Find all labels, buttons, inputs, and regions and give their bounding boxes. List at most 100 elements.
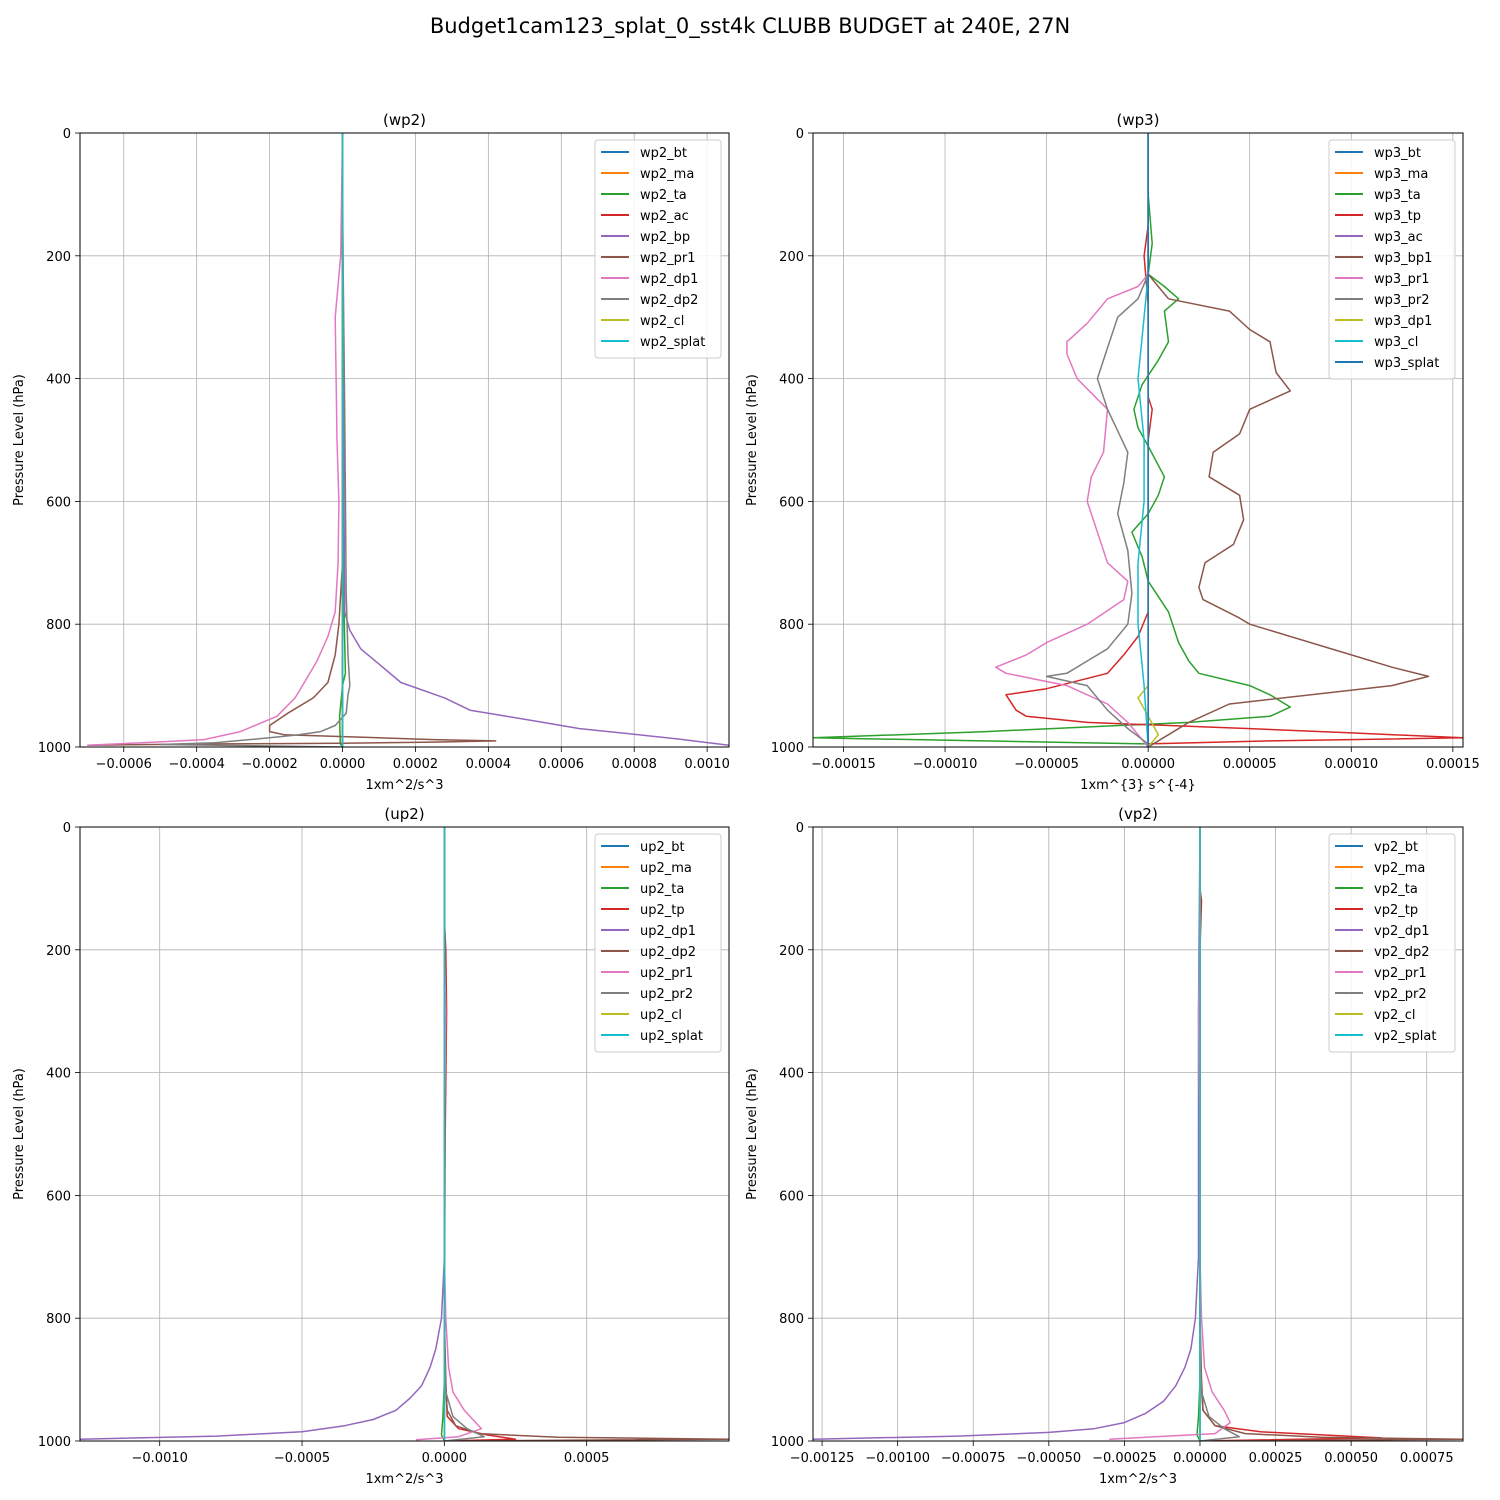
y-tick-label: 600 [779, 495, 804, 510]
x-tick-label: −0.0005 [274, 1451, 330, 1466]
x-tick-label: −0.00100 [865, 1451, 930, 1466]
x-axis-label: 1xm^{3} s^{-4} [1080, 778, 1196, 793]
legend-label-wp3_pr2: wp3_pr2 [1374, 293, 1430, 308]
panel-wp2: −0.0006 −0.0004 −0.0002 0.0000 0.0002 0.0004 0… [12, 111, 730, 793]
legend-label-up2_bt: up2_bt [640, 840, 685, 855]
axes-frame [79, 132, 730, 748]
y-tick-label: 400 [779, 1067, 804, 1082]
y-tick-label: 200 [46, 250, 71, 265]
legend-label-up2_splat: up2_splat [640, 1029, 703, 1044]
y-tick-label: 200 [779, 944, 804, 959]
legend-label-vp2_dp2: vp2_dp2 [1374, 945, 1430, 960]
x-tick-label: 0.0000 [320, 757, 366, 772]
series-line-wp3_ta [813, 133, 1292, 745]
x-tick-label: 0.0006 [539, 757, 585, 772]
x-tick-label: −0.00125 [790, 1451, 855, 1466]
legend-label-wp3_bt: wp3_bt [1374, 146, 1421, 161]
y-tick-label: 600 [46, 495, 71, 510]
legend-label-vp2_ta: vp2_ta [1374, 882, 1418, 897]
axes-title: (up2) [384, 805, 424, 823]
y-tick-label: 0 [63, 127, 71, 142]
y-tick-label: 200 [46, 944, 71, 959]
legend-label-wp2_ma: wp2_ma [640, 167, 694, 182]
legend-label-vp2_pr2: vp2_pr2 [1374, 987, 1427, 1002]
axes-frame [812, 132, 1464, 748]
x-tick-label: −0.0010 [132, 1451, 188, 1466]
legend-label-wp3_ta: wp3_ta [1374, 188, 1421, 203]
x-tick-label: 0.0008 [611, 757, 657, 772]
series-line-up2_tp [443, 827, 517, 1441]
series-lines [80, 827, 729, 1441]
panel-vp2: −0.00125 −0.00100 −0.00075 −0.00050 −0.00025… [745, 805, 1464, 1487]
panel-wp3: −0.00015 −0.00010 −0.00005 0.00000 0.00005 0.… [745, 111, 1480, 793]
legend-label-vp2_bt: vp2_bt [1374, 840, 1418, 855]
x-tick-label: −0.0002 [241, 757, 297, 772]
x-tick-label: −0.00010 [913, 757, 978, 772]
legend-label-wp2_ta: wp2_ta [640, 188, 687, 203]
series-lines [813, 133, 1463, 747]
figure-title: Budget1cam123_splat_0_sst4k CLUBB BUDGET… [429, 14, 1071, 38]
x-tick-label: −0.00005 [1014, 757, 1079, 772]
y-tick-label: 0 [796, 127, 804, 142]
legend: up2_bt up2_ma up2_ta up2_tp up2_dp1 up2_dp2up… [594, 833, 722, 1053]
legend-label-up2_ta: up2_ta [640, 882, 684, 897]
y-axis-label: Pressure Level (hPa) [12, 374, 27, 506]
x-axis-label: 1xm^2/s^3 [365, 778, 443, 793]
y-tick-label: 600 [779, 1189, 804, 1204]
legend-label-wp2_splat: wp2_splat [640, 335, 705, 350]
legend-label-wp2_pr1: wp2_pr1 [640, 251, 696, 266]
legend-label-up2_pr2: up2_pr2 [640, 987, 693, 1002]
legend-label-vp2_pr1: vp2_pr1 [1374, 966, 1427, 981]
legend: vp2_bt vp2_ma vp2_ta vp2_tp vp2_dp1 vp2_dp2vp… [1328, 833, 1456, 1053]
x-tick-label: 0.0010 [684, 757, 730, 772]
series-lines [87, 133, 729, 747]
legend-label-wp2_dp1: wp2_dp1 [640, 272, 698, 287]
legend-label-wp3_splat: wp3_splat [1374, 356, 1439, 371]
legend-label-wp3_tp: wp3_tp [1374, 209, 1421, 224]
x-tick-label: 0.00015 [1426, 757, 1480, 772]
legend-label-wp3_dp1: wp3_dp1 [1374, 314, 1432, 329]
x-tick-label: 0.00075 [1400, 1451, 1454, 1466]
legend-label-wp3_ac: wp3_ac [1374, 230, 1423, 245]
x-tick-label: −0.00025 [1092, 1451, 1157, 1466]
legend-label-wp3_ma: wp3_ma [1374, 167, 1428, 182]
y-tick-label: 400 [46, 1067, 71, 1082]
axes-title: (wp3) [1116, 111, 1159, 129]
axes-title: (vp2) [1118, 805, 1158, 823]
y-tick-label: 1000 [38, 741, 71, 756]
y-tick-label: 200 [779, 250, 804, 265]
legend-label-wp3_bp1: wp3_bp1 [1374, 251, 1432, 266]
axes-frame [79, 826, 730, 1442]
legend-label-wp3_cl: wp3_cl [1374, 335, 1418, 350]
panel-up2: −0.0010 −0.0005 0.0000 0.0005 0 200 400 600 800 1… [12, 805, 730, 1487]
y-tick-label: 1000 [771, 1435, 804, 1450]
y-axis-label: Pressure Level (hPa) [12, 1068, 27, 1200]
y-tick-label: 1000 [771, 741, 804, 756]
x-tick-label: −0.00015 [811, 757, 876, 772]
x-tick-label: 0.00010 [1324, 757, 1378, 772]
legend-label-up2_ma: up2_ma [640, 861, 692, 876]
axes-title: (wp2) [383, 111, 426, 129]
legend-label-wp2_bt: wp2_bt [640, 146, 687, 161]
x-tick-label: 0.0000 [422, 1451, 468, 1466]
series-lines [813, 827, 1463, 1441]
x-tick-label: 0.00050 [1324, 1451, 1378, 1466]
legend-label-up2_dp2: up2_dp2 [640, 945, 696, 960]
series-line-wp2_dp1 [87, 133, 344, 746]
y-tick-label: 800 [46, 618, 71, 633]
x-tick-label: 0.00000 [1121, 757, 1175, 772]
legend-label-vp2_dp1: vp2_dp1 [1374, 924, 1430, 939]
legend-label-up2_cl: up2_cl [640, 1008, 682, 1023]
y-tick-label: 800 [779, 1312, 804, 1327]
x-tick-label: −0.00050 [1016, 1451, 1081, 1466]
y-tick-label: 800 [46, 1312, 71, 1327]
legend-label-vp2_tp: vp2_tp [1374, 903, 1418, 918]
legend-label-vp2_cl: vp2_cl [1374, 1008, 1415, 1023]
y-tick-label: 400 [779, 373, 804, 388]
x-axis-label: 1xm^2/s^3 [1099, 1472, 1177, 1487]
legend-label-wp2_bp: wp2_bp [640, 230, 690, 245]
series-line-vp2_pr1 [1109, 827, 1231, 1440]
legend: wp2_bt wp2_ma wp2_ta wp2_ac wp2_bp wp2_pr1 wp2… [594, 139, 722, 359]
y-tick-label: 600 [46, 1189, 71, 1204]
